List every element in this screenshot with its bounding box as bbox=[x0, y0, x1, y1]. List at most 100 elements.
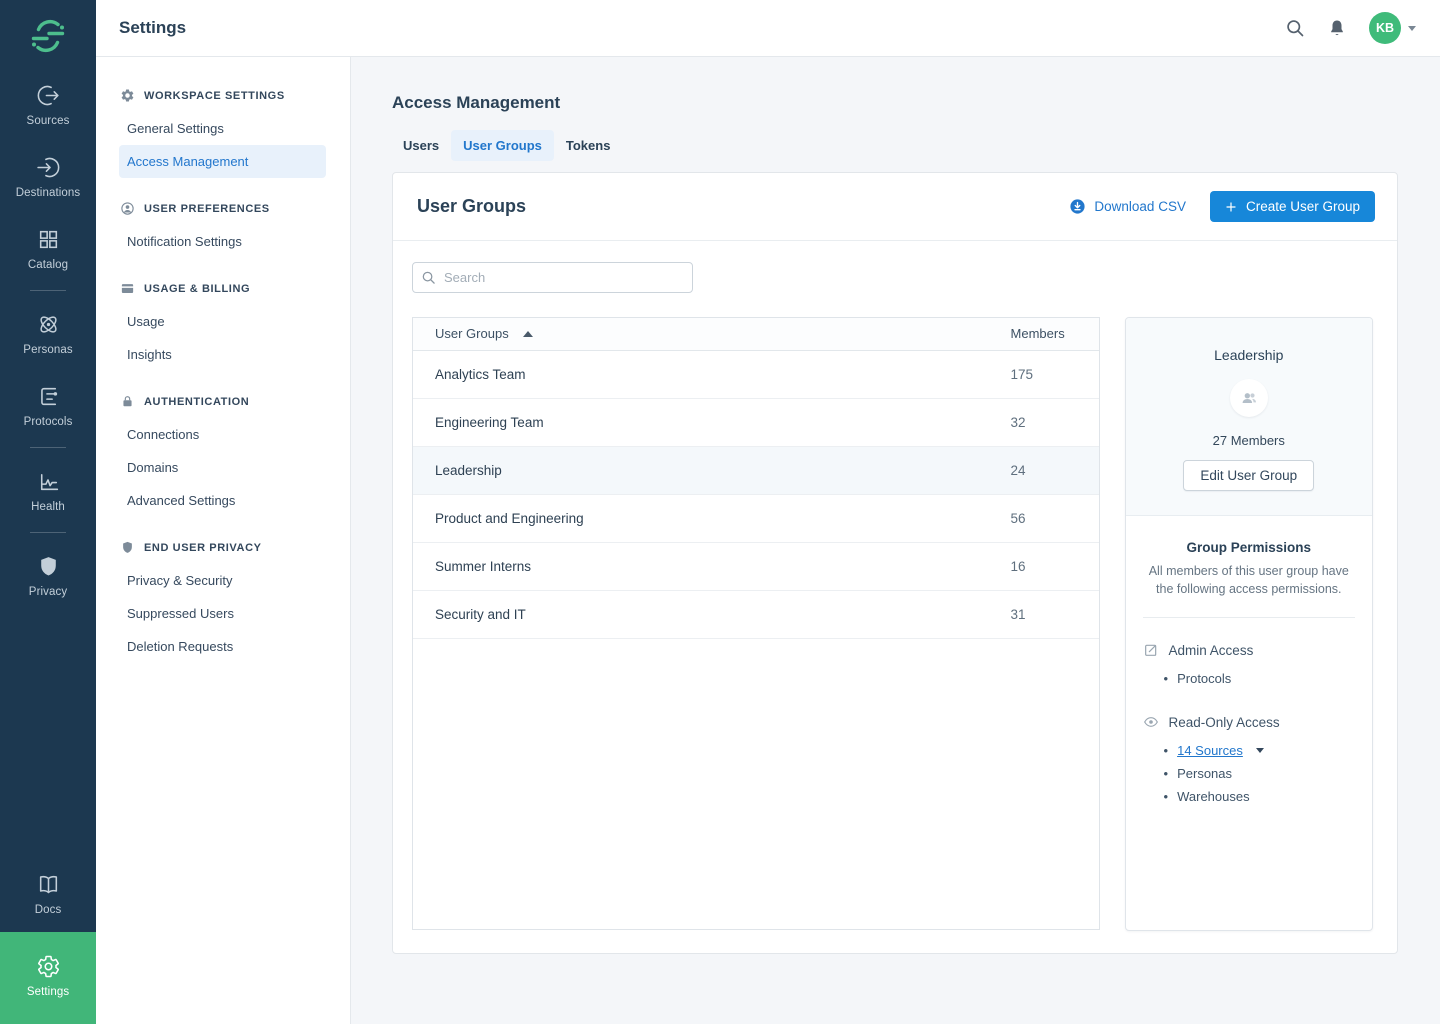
download-csv-link[interactable]: Download CSV bbox=[1069, 198, 1186, 215]
members-cell: 31 bbox=[1010, 590, 1099, 639]
sidebar-item-destinations[interactable]: Destinations bbox=[0, 140, 96, 212]
table-row[interactable]: Analytics Team 175 bbox=[413, 350, 1099, 399]
segment-logo[interactable] bbox=[0, 0, 96, 68]
sources-count-link[interactable]: 14 Sources bbox=[1177, 743, 1243, 759]
table-row[interactable]: Security and IT 31 bbox=[413, 590, 1099, 639]
notifications-bell-icon[interactable] bbox=[1327, 18, 1347, 38]
table-row[interactable]: Product and Engineering 56 bbox=[413, 494, 1099, 543]
column-header-user-groups[interactable]: User Groups bbox=[413, 318, 1011, 351]
sidebar-item-docs[interactable]: Docs bbox=[0, 858, 96, 932]
avatar[interactable]: KB bbox=[1369, 12, 1401, 44]
nav-section-authentication: Authentication Connections Domains Advan… bbox=[96, 385, 350, 517]
nav-section-end-user-privacy: End User Privacy Privacy & Security Supp… bbox=[96, 531, 350, 663]
group-name-cell: Security and IT bbox=[413, 590, 1011, 639]
section-header: Authentication bbox=[96, 385, 350, 418]
user-groups-card: User Groups Download CSV Create User Gro… bbox=[392, 172, 1398, 954]
edit-user-group-button[interactable]: Edit User Group bbox=[1183, 460, 1315, 491]
create-user-group-button[interactable]: Create User Group bbox=[1209, 191, 1375, 222]
nav-item-advanced-settings[interactable]: Advanced Settings bbox=[127, 493, 236, 508]
sidebar-divider bbox=[30, 290, 66, 291]
nav-item-suppressed-users[interactable]: Suppressed Users bbox=[127, 606, 234, 621]
sidebar-item-label: Destinations bbox=[15, 187, 81, 199]
search-icon[interactable] bbox=[1285, 18, 1305, 38]
create-user-group-label: Create User Group bbox=[1245, 199, 1360, 214]
nav-item-insights[interactable]: Insights bbox=[127, 347, 172, 362]
search-input[interactable] bbox=[412, 262, 693, 293]
shield-icon bbox=[123, 541, 132, 553]
tab-tokens[interactable]: Tokens bbox=[565, 138, 611, 153]
sidebar-item-protocols[interactable]: Protocols bbox=[0, 369, 96, 441]
eye-icon bbox=[1143, 717, 1158, 728]
sidebar-item-settings[interactable]: Settings bbox=[0, 932, 96, 1024]
group-name-cell: Product and Engineering bbox=[413, 494, 1011, 543]
destinations-icon bbox=[36, 157, 59, 178]
section-header: User Preferences bbox=[96, 192, 350, 225]
nav-item-usage[interactable]: Usage bbox=[127, 314, 165, 329]
sidebar-item-label: Health bbox=[31, 501, 65, 513]
section-header-label: Workspace Settings bbox=[144, 89, 285, 102]
sidebar-item-label: Catalog bbox=[27, 259, 69, 271]
tab-bar: Users User Groups Tokens bbox=[391, 130, 1440, 161]
nav-section-usage-billing: Usage & Billing Usage Insights bbox=[96, 272, 350, 371]
sort-ascending-icon bbox=[522, 331, 533, 338]
health-icon bbox=[40, 473, 58, 491]
nav-item-deletion-requests[interactable]: Deletion Requests bbox=[127, 639, 234, 654]
read-only-access-label: Read-Only Access bbox=[1168, 714, 1280, 730]
section-header-label: User Preferences bbox=[144, 202, 270, 215]
lock-icon bbox=[123, 396, 132, 407]
chevron-down-icon[interactable] bbox=[1255, 748, 1264, 754]
nav-item-access-management[interactable]: Access Management bbox=[119, 145, 326, 178]
group-summary: Leadership 27 Members Edit User Group bbox=[1125, 318, 1372, 516]
nav-item-general-settings[interactable]: General Settings bbox=[127, 121, 224, 136]
read-only-access-group: Read-Only Access 14 Sources Personas bbox=[1143, 714, 1355, 808]
sidebar-item-catalog[interactable]: Catalog bbox=[0, 212, 96, 284]
sidebar-item-health[interactable]: Health bbox=[0, 454, 96, 526]
chevron-down-icon bbox=[1408, 25, 1416, 31]
tab-user-groups[interactable]: User Groups bbox=[451, 130, 554, 161]
tab-users[interactable]: Users bbox=[403, 138, 440, 153]
members-cell: 175 bbox=[1010, 350, 1099, 399]
members-cell: 32 bbox=[1010, 398, 1099, 447]
settings-sidebar: Workspace Settings General Settings Acce… bbox=[96, 57, 351, 1024]
gear-icon bbox=[121, 89, 134, 102]
group-name-cell: Leadership bbox=[413, 446, 1011, 495]
download-icon bbox=[1070, 199, 1085, 214]
permission-item: Warehouses bbox=[1143, 785, 1355, 808]
column-header-members[interactable]: Members bbox=[1010, 318, 1099, 351]
user-groups-table: User Groups Members Analytics Team 175 E… bbox=[412, 317, 1100, 930]
download-csv-label: Download CSV bbox=[1094, 199, 1186, 214]
member-count: 27 Members bbox=[1212, 433, 1285, 448]
nav-section-user-preferences: User Preferences Notification Settings bbox=[96, 192, 350, 258]
group-avatar bbox=[1229, 379, 1268, 417]
table-row-selected[interactable]: Leadership 24 bbox=[413, 446, 1099, 495]
docs-icon bbox=[39, 875, 57, 894]
section-header: Workspace Settings bbox=[96, 79, 350, 112]
sidebar-item-personas[interactable]: Personas bbox=[0, 297, 96, 369]
group-name-cell: Summer Interns bbox=[413, 542, 1011, 591]
search-box bbox=[412, 262, 693, 293]
sidebar-item-label: Privacy bbox=[28, 586, 68, 598]
account-menu[interactable]: KB bbox=[1369, 12, 1416, 44]
table-row[interactable]: Engineering Team 32 bbox=[413, 398, 1099, 447]
table-header-row: User Groups Members bbox=[413, 318, 1099, 351]
admin-access-group: Admin Access Protocols bbox=[1143, 642, 1355, 690]
topbar: Settings KB bbox=[96, 0, 1440, 57]
sidebar-divider bbox=[30, 532, 66, 533]
sidebar-item-privacy[interactable]: Privacy bbox=[0, 539, 96, 611]
section-header-label: Usage & Billing bbox=[144, 282, 251, 295]
nav-section-workspace-settings: Workspace Settings General Settings Acce… bbox=[96, 79, 350, 178]
section-header-label: End User Privacy bbox=[144, 541, 262, 554]
nav-item-privacy-security[interactable]: Privacy & Security bbox=[127, 573, 233, 588]
personas-icon bbox=[39, 316, 57, 333]
sidebar-item-label: Personas bbox=[23, 344, 73, 356]
members-cell: 24 bbox=[1010, 446, 1099, 495]
sidebar-item-label: Protocols bbox=[23, 416, 73, 428]
nav-item-domains[interactable]: Domains bbox=[127, 460, 179, 475]
members-cell: 56 bbox=[1010, 494, 1099, 543]
sidebar-item-sources[interactable]: Sources bbox=[0, 68, 96, 140]
card-title: User Groups bbox=[417, 196, 527, 216]
section-header: Usage & Billing bbox=[96, 272, 350, 305]
table-row[interactable]: Summer Interns 16 bbox=[413, 542, 1099, 591]
nav-item-connections[interactable]: Connections bbox=[127, 427, 200, 442]
nav-item-notification-settings[interactable]: Notification Settings bbox=[127, 234, 242, 249]
